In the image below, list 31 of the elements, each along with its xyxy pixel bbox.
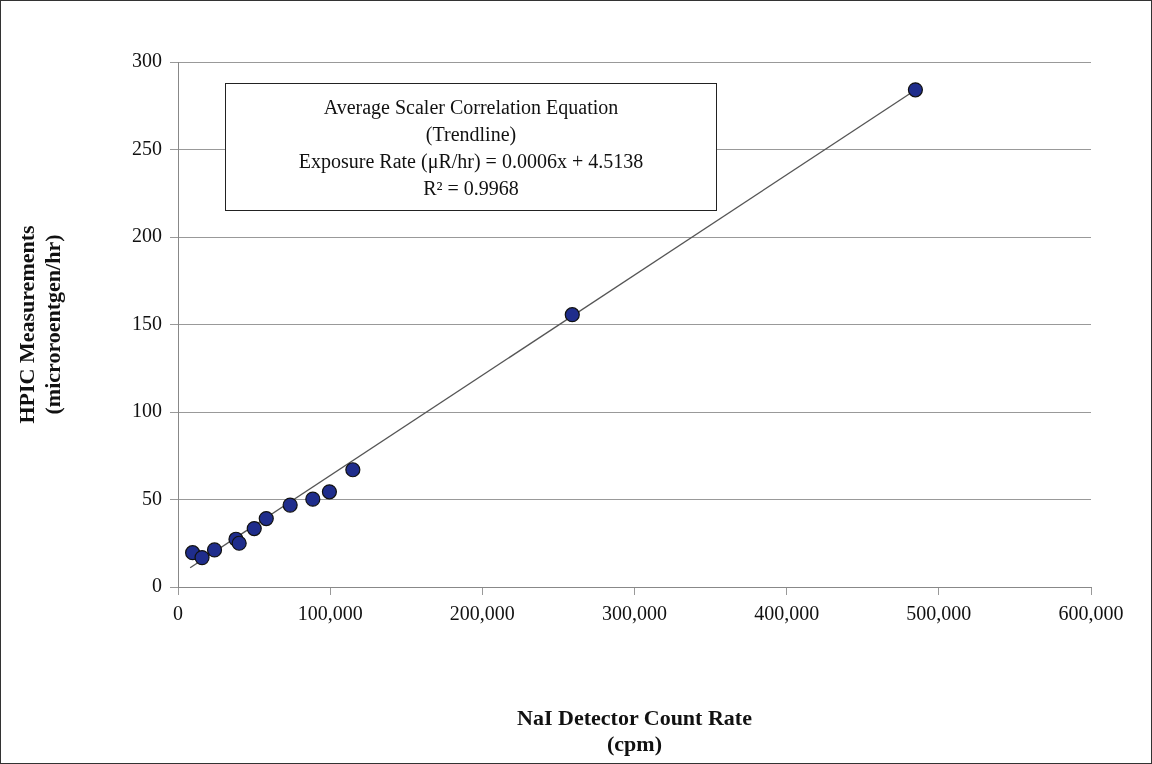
y-tick-label: 100 [132,399,162,422]
annotation: Exposure Rate (μR/hr) = 0.0006x + 4.5138 [297,149,645,175]
y-tick-label: 200 [132,224,162,247]
point [231,535,247,551]
y-tick-label: 150 [132,311,162,334]
point [907,82,923,98]
y-axis-title: HPIC Measurements (microroentgen/hr) [13,224,66,424]
x-axis-title: NaI Detector Count Rate (cpm) [517,705,753,757]
x-tick-label: 0 [173,602,183,625]
point [246,520,262,537]
y-tick-label: 250 [132,136,162,159]
x-tick-label: 600,000 [1058,602,1124,625]
annotation: R² = 0.9968 [422,176,520,201]
point [321,484,338,500]
point [564,307,580,323]
point [305,491,321,507]
annotation: Average Scaler Correlation Equation [322,95,620,121]
point [282,497,298,513]
point [345,462,361,478]
x-tick-label: 300,000 [602,602,667,625]
annotation: (Trendline) [424,122,518,148]
x-tick-label: 400,000 [754,602,820,625]
x-tick-label: 500,000 [906,602,972,625]
point [258,510,274,527]
point [194,550,210,566]
y-tick-label: 50 [142,486,162,509]
x-tick-label: 200,000 [449,602,515,625]
point [206,542,223,558]
y-tick-label: 300 [132,49,162,72]
y-tick-label: 0 [152,574,162,597]
x-tick-label: 100,000 [297,602,363,625]
